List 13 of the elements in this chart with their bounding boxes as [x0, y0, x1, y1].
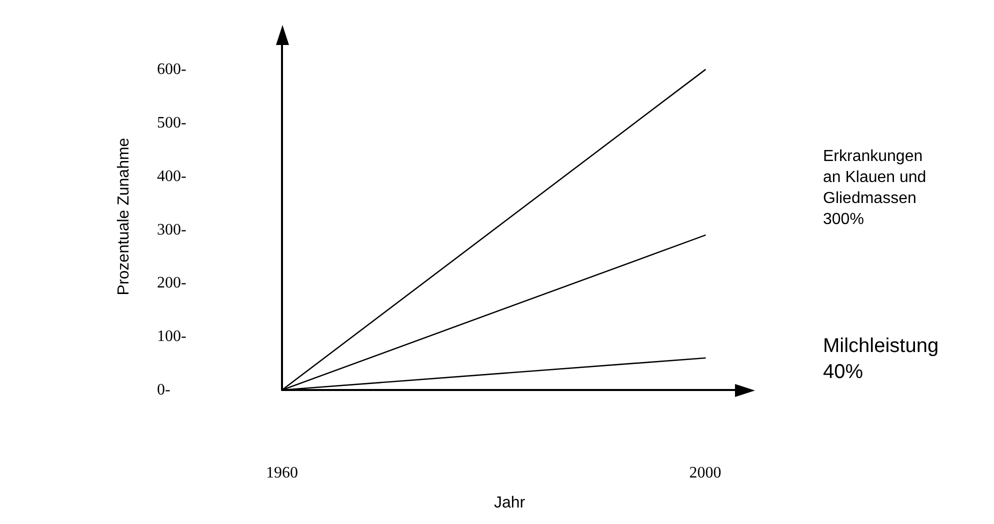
- x-tick-label: 2000: [689, 464, 722, 482]
- x-axis-title: Jahr: [494, 494, 526, 512]
- text: Milchleistung 40%: [823, 335, 939, 383]
- text: Erkrankungen an Klauen und Gliedmassen 300%: [823, 148, 926, 228]
- y-tick-label: 100-: [157, 328, 186, 346]
- y-tick-label: 0-: [157, 382, 170, 398]
- x-tick-label: 1960: [266, 464, 298, 482]
- y-tick-label: 400-: [157, 168, 186, 185]
- y-tick-label: 600-: [157, 61, 186, 78]
- y-tick-label: 200-: [157, 274, 186, 292]
- y-tick-label: 300-: [157, 221, 186, 238]
- y-axis-title: Prozentuale Zunahme: [116, 138, 132, 296]
- y-tick-label: 500-: [157, 114, 186, 132]
